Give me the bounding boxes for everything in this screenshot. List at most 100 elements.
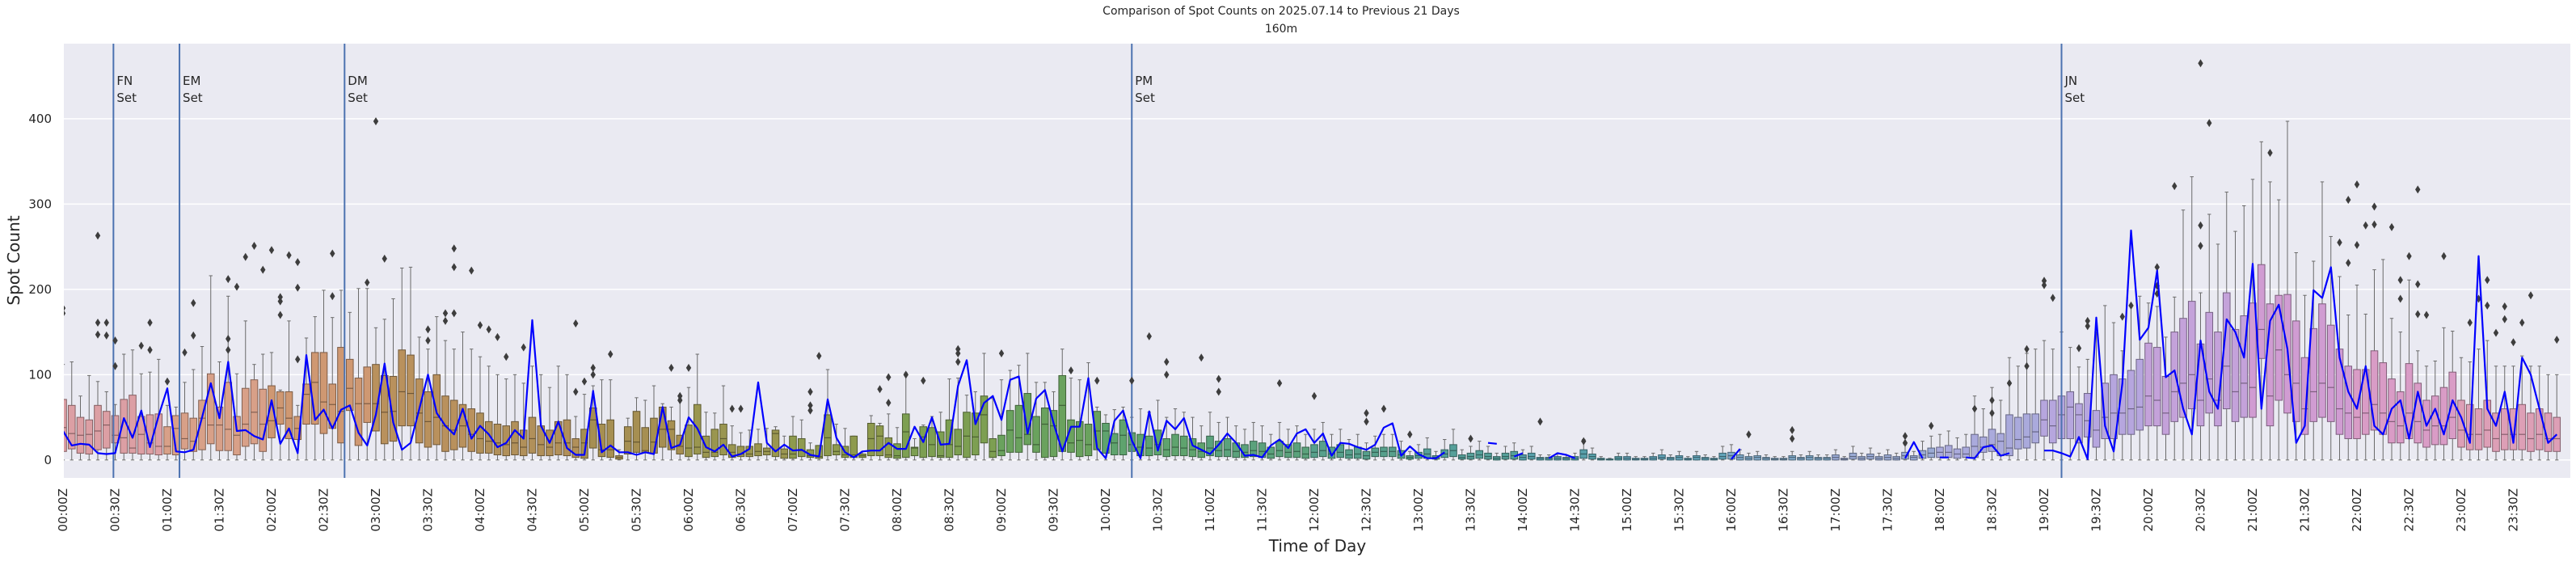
- outlier-point: [2406, 251, 2412, 260]
- current-day-line-segment: [64, 319, 1445, 459]
- box-iqr: [2240, 315, 2249, 418]
- box-iqr: [137, 416, 145, 454]
- box-iqr: [2013, 416, 2022, 450]
- box: [971, 391, 980, 461]
- box-iqr: [1171, 433, 1179, 457]
- box: [1588, 447, 1596, 461]
- box-iqr: [901, 413, 910, 458]
- outlier-point: [2354, 180, 2360, 189]
- outlier-point: [226, 335, 231, 344]
- outlier-point: [573, 319, 579, 328]
- box: [1979, 408, 1988, 461]
- box-iqr: [928, 427, 936, 458]
- box-iqr: [215, 406, 224, 451]
- outlier-point: [2415, 280, 2421, 289]
- box: [1962, 433, 1971, 461]
- box: [1797, 454, 1805, 461]
- outlier-point: [1311, 391, 1318, 400]
- box: [215, 361, 224, 461]
- box: [1380, 433, 1388, 461]
- x-tick-label: 17:30Z: [1881, 488, 1895, 532]
- box: [980, 353, 989, 461]
- outlier-point: [1216, 387, 1221, 396]
- x-tick-label: 18:30Z: [1985, 488, 2000, 532]
- box: [1040, 382, 1049, 461]
- x-tick-label: 11:30Z: [1255, 488, 1270, 532]
- outlier-point: [191, 331, 196, 340]
- x-tick-labels: 00:00Z 00:30Z 01:00Z 01:30Z 02:00Z 02:30Z 03:0…: [56, 488, 2521, 532]
- box-iqr: [345, 358, 354, 412]
- box: [345, 311, 354, 461]
- box: [2492, 366, 2500, 461]
- outlier-point: [191, 298, 196, 307]
- box: [1883, 449, 1892, 461]
- x-tick-label: 18:00Z: [1933, 488, 1947, 532]
- current-day-line-segment: [1731, 448, 1741, 460]
- box-iqr: [502, 425, 511, 457]
- outlier-point: [2041, 281, 2047, 289]
- x-tick-label: 01:30Z: [213, 488, 227, 532]
- box-iqr: [1249, 441, 1258, 458]
- outlier-point: [1199, 353, 1204, 362]
- box: [2110, 322, 2118, 461]
- x-tick-label: 02:30Z: [317, 488, 331, 532]
- box-iqr: [623, 426, 632, 454]
- box-iqr: [2300, 357, 2309, 435]
- box: [901, 372, 910, 461]
- outlier-point: [955, 357, 961, 366]
- box: [580, 394, 588, 461]
- box-iqr: [1075, 420, 1084, 458]
- box-iqr: [997, 434, 1006, 457]
- outlier-point: [2006, 378, 2013, 387]
- box: [615, 449, 623, 461]
- box: [1762, 454, 1770, 461]
- outlier-point: [2154, 281, 2160, 290]
- box: [2344, 314, 2353, 461]
- outlier-point: [382, 254, 387, 263]
- outlier-point: [2076, 344, 2082, 353]
- box-iqr: [2127, 370, 2135, 435]
- box-iqr: [2135, 358, 2144, 431]
- box: [2318, 181, 2326, 461]
- box: [2127, 305, 2135, 461]
- x-tick-label: 05:00Z: [577, 488, 592, 532]
- outlier-point: [677, 395, 683, 404]
- x-tick-label: 10:00Z: [1098, 488, 1113, 532]
- box: [424, 349, 432, 461]
- box: [1492, 452, 1501, 461]
- outlier-point: [425, 325, 431, 334]
- x-tick-label: 14:00Z: [1516, 488, 1530, 532]
- box: [1693, 450, 1701, 461]
- box: [1162, 416, 1171, 461]
- box: [1779, 456, 1788, 461]
- outlier-point: [1364, 417, 1369, 426]
- outlier-point: [2415, 185, 2421, 194]
- box-iqr: [1119, 419, 1128, 456]
- outlier-point: [2198, 59, 2203, 68]
- outlier-point: [729, 404, 735, 413]
- outlier-point: [2397, 294, 2403, 303]
- outlier-point: [1902, 438, 1908, 447]
- box: [2205, 213, 2214, 461]
- outlier-point: [2467, 318, 2473, 327]
- outlier-point: [277, 311, 283, 319]
- x-tick-label: 16:00Z: [1724, 488, 1739, 532]
- box: [180, 382, 189, 461]
- box: [1023, 353, 1032, 461]
- box-iqr: [407, 354, 415, 427]
- box: [1701, 454, 1710, 461]
- outlier-point: [373, 117, 379, 126]
- boxes: [64, 120, 2561, 461]
- box: [285, 320, 293, 461]
- box-iqr: [797, 437, 806, 458]
- box-iqr: [224, 382, 233, 451]
- plot-area: [64, 44, 2570, 478]
- box-iqr: [2474, 408, 2483, 450]
- box-iqr: [2527, 412, 2535, 452]
- event-label: DM: [348, 74, 368, 88]
- box: [389, 298, 398, 461]
- box-iqr: [528, 416, 537, 454]
- box-iqr: [571, 437, 580, 458]
- outlier-point: [277, 293, 283, 302]
- outlier-point: [2267, 149, 2273, 158]
